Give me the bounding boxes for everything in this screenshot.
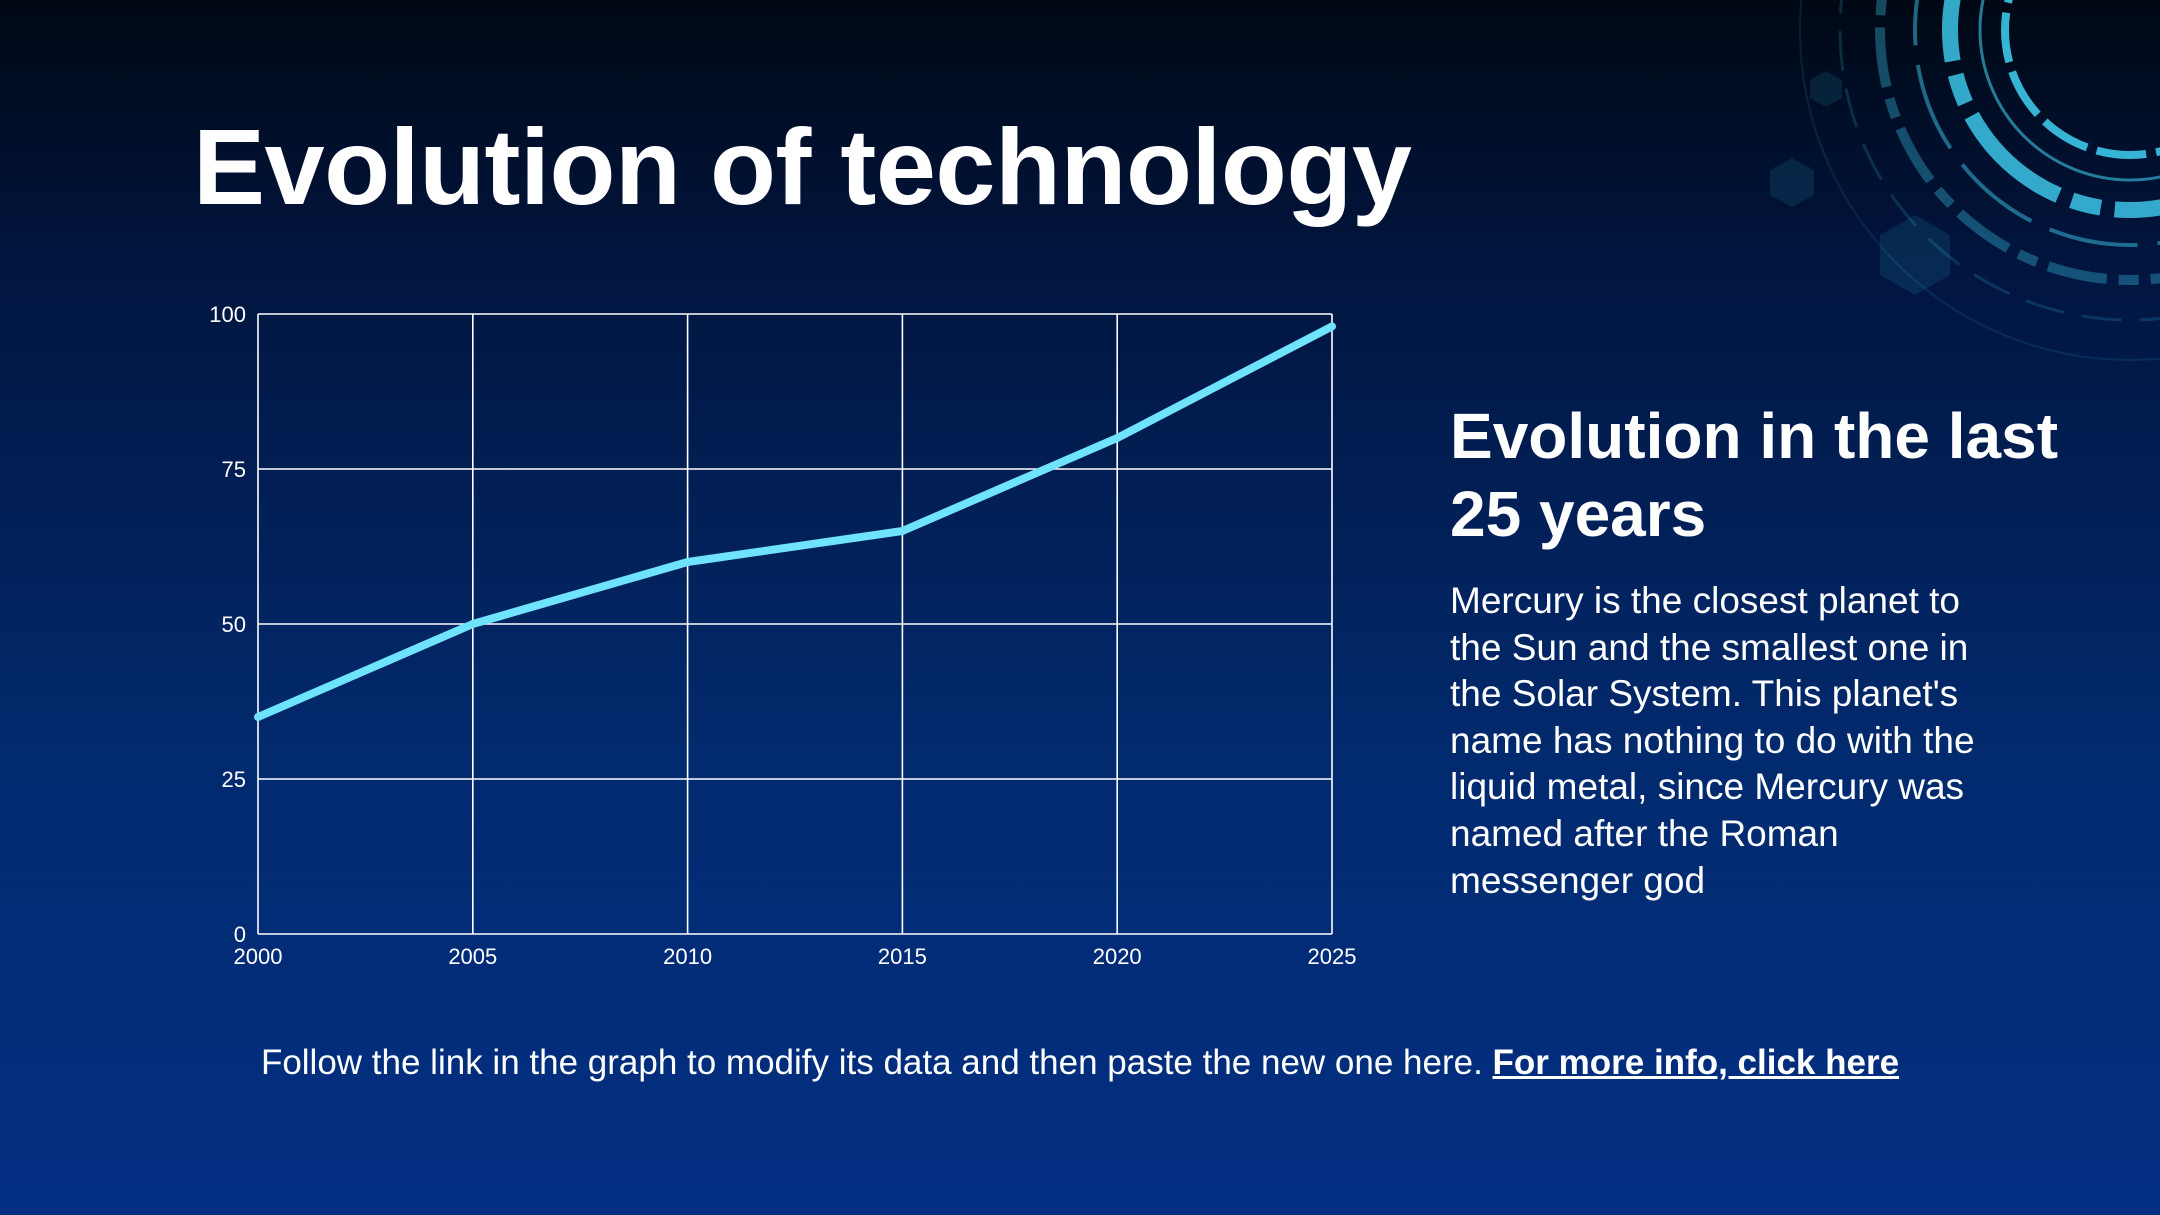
data-point: [1328, 322, 1336, 330]
x-tick-label: 2020: [1093, 944, 1142, 969]
section-heading: Evolution in the last 25 years: [1450, 397, 2070, 553]
data-point: [1113, 434, 1121, 442]
more-info-link[interactable]: For more info, click here: [1493, 1043, 1900, 1082]
footer-text: Follow the link in the graph to modify i…: [261, 1043, 1493, 1082]
data-point: [469, 620, 477, 628]
y-tick-label: 100: [209, 302, 246, 327]
y-tick-label: 25: [222, 767, 246, 792]
x-tick-label: 2005: [448, 944, 497, 969]
data-point: [684, 558, 692, 566]
x-tick-label: 2010: [663, 944, 712, 969]
series-line: [258, 326, 1332, 717]
page-title: Evolution of technology: [193, 108, 1411, 227]
x-tick-label: 2015: [878, 944, 927, 969]
circuit-ring-icon: [1700, 0, 2160, 400]
data-point: [254, 713, 262, 721]
x-tick-label: 2000: [234, 944, 283, 969]
y-tick-label: 50: [222, 612, 246, 637]
footer-note: Follow the link in the graph to modify i…: [0, 1043, 2160, 1083]
x-tick-label: 2025: [1308, 944, 1357, 969]
section-body-text: Mercury is the closest planet to the Sun…: [1450, 578, 2010, 904]
data-point: [898, 527, 906, 535]
y-tick-label: 75: [222, 457, 246, 482]
